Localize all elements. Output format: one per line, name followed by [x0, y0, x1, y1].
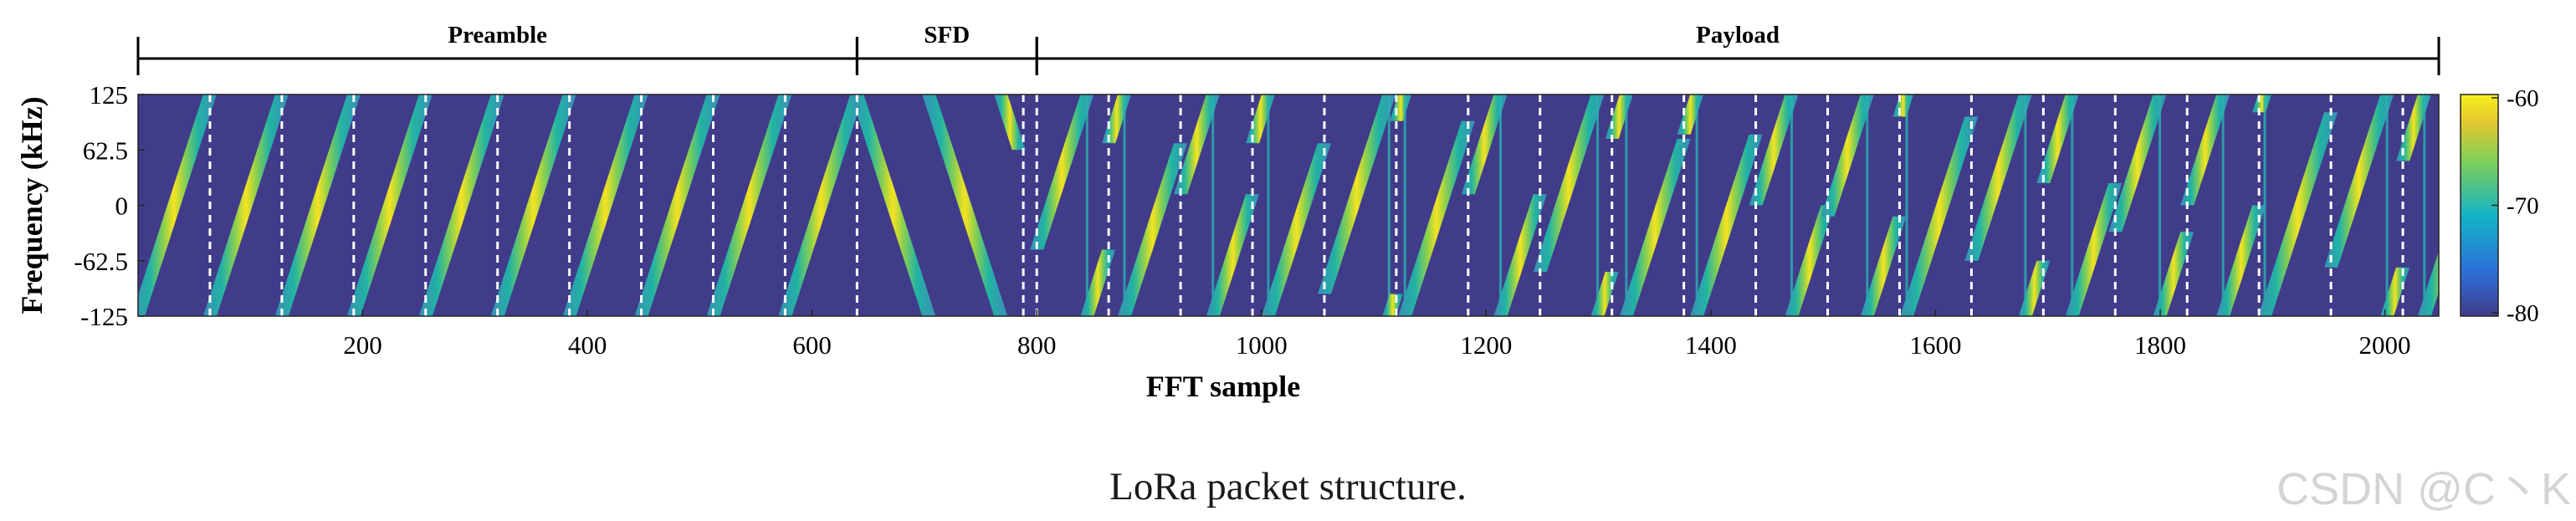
preamble-upchirp	[490, 94, 576, 316]
payload-chirp	[1317, 94, 1396, 294]
payload-chirp	[1964, 94, 2032, 261]
payload-chirp	[2324, 94, 2394, 268]
payload-chirp	[1493, 194, 1547, 316]
payload-chirp	[1461, 94, 1508, 195]
payload-chirp	[2180, 94, 2230, 206]
payload-chirp	[1690, 134, 1763, 316]
payload-chirp	[2396, 94, 2431, 161]
payload-chirp	[2252, 94, 2272, 113]
figure-caption: LoRa packet structure.	[1109, 465, 1467, 508]
payload-chirp	[2153, 232, 2194, 316]
x-tick-label: 1600	[1909, 330, 1961, 360]
axes: 200 400 600 800 1000 1200 1400 1600 1800 2000 125 6…	[15, 80, 2440, 403]
x-tick-label: 1000	[1236, 330, 1288, 360]
y-tick-label: 125	[90, 80, 129, 110]
colorbar: -60 -70 -80	[2460, 85, 2539, 327]
payload-chirp	[1785, 205, 1835, 316]
colorbar-tick-label: -80	[2507, 300, 2539, 327]
preamble-upchirp	[706, 94, 792, 316]
x-axis-title: FFT sample	[1146, 370, 1300, 403]
payload-chirp	[1206, 194, 1260, 316]
payload-chirp	[1030, 94, 1094, 250]
segment-label: SFD	[924, 22, 970, 49]
payload-chirp	[1118, 143, 1188, 316]
y-tick-label: 0	[115, 192, 129, 221]
x-tick-label: 2000	[2359, 330, 2411, 360]
preamble-upchirp	[418, 94, 504, 316]
chirp-marks	[138, 94, 2439, 316]
segment-label: Preamble	[448, 22, 547, 49]
segment-label: Payload	[1696, 22, 1780, 49]
x-tick-label: 200	[343, 330, 382, 360]
payload-chirp	[1892, 94, 1914, 117]
watermark: CSDN @C丶K	[2276, 464, 2571, 514]
payload-chirp	[2380, 267, 2410, 316]
payload-chirp	[1080, 249, 1116, 316]
preamble-upchirp	[634, 94, 720, 316]
x-tick-label: 1200	[1460, 330, 1512, 360]
y-tick-label: 62.5	[83, 135, 128, 165]
payload-chirp	[1261, 143, 1331, 316]
preamble-upchirp	[346, 94, 433, 316]
payload-chirp	[1749, 94, 1799, 206]
x-tick-label: 800	[1017, 330, 1057, 360]
x-tick-label: 400	[568, 330, 607, 360]
preamble-upchirp	[562, 94, 648, 316]
colorbar-tick-label: -70	[2507, 193, 2539, 220]
payload-chirp	[1860, 216, 1907, 316]
y-tick-label: -125	[80, 302, 128, 331]
payload-chirp	[2108, 94, 2167, 232]
x-tick-label: 600	[792, 330, 832, 360]
preamble-upchirp	[778, 94, 864, 316]
spectrogram-plot	[138, 94, 2439, 316]
payload-chirp	[2417, 251, 2439, 316]
y-axis-title: Frequency (kHz)	[15, 96, 49, 314]
payload-chirp	[2065, 183, 2123, 316]
payload-chirp	[1398, 120, 1475, 316]
preamble-upchirp	[274, 94, 361, 316]
colorbar-tick-label: -60	[2507, 85, 2539, 112]
x-tick-label: 1400	[1685, 330, 1737, 360]
preamble-upchirp	[202, 94, 289, 316]
y-tick-label: -62.5	[74, 247, 128, 276]
sfd-downchirp	[850, 94, 936, 316]
sfd-downchirp	[922, 94, 1008, 316]
payload-chirp	[1174, 94, 1220, 195]
segment-brackets: Preamble SFD Payload	[136, 22, 2440, 75]
payload-chirp	[1533, 94, 1605, 272]
payload-chirp	[1619, 139, 1691, 316]
payload-chirp	[1900, 116, 1979, 316]
payload-chirp	[2258, 112, 2338, 316]
payload-chirp	[2036, 94, 2079, 183]
payload-chirp	[2216, 205, 2266, 316]
sfd-downchirp	[994, 94, 1026, 151]
chart-svg: Preamble SFD Payload 200 400 600 800 1000 1200 1…	[15, 22, 2539, 403]
payload-chirp	[1382, 294, 1403, 316]
preamble-upchirp	[138, 94, 217, 316]
payload-chirp	[1821, 94, 1874, 217]
x-tick-label: 1800	[2134, 330, 2186, 360]
